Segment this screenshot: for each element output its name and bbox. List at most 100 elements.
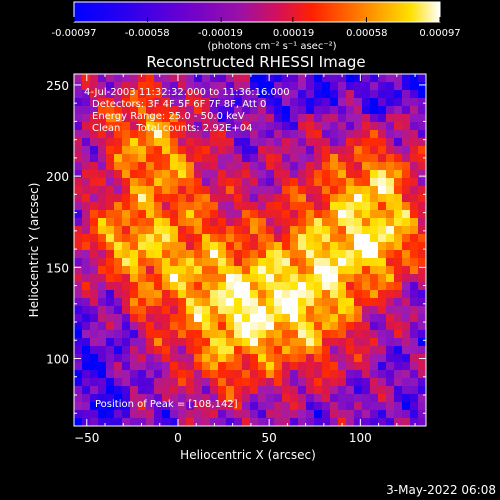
- heatmap-pixel: [226, 266, 235, 275]
- heatmap-pixel: [330, 250, 339, 259]
- heatmap-pixel: [138, 234, 147, 243]
- heatmap-pixel: [298, 114, 307, 123]
- heatmap-pixel: [130, 106, 139, 115]
- heatmap-pixel: [138, 106, 147, 115]
- heatmap-pixel: [82, 178, 91, 187]
- heatmap-pixel: [370, 90, 379, 99]
- heatmap-pixel: [266, 266, 275, 275]
- heatmap-pixel: [162, 362, 171, 371]
- heatmap-pixel: [178, 402, 187, 411]
- heatmap-pixel: [154, 322, 163, 331]
- heatmap-pixel: [138, 178, 147, 187]
- heatmap-pixel: [266, 154, 275, 163]
- heatmap-pixel: [290, 162, 299, 171]
- heatmap-pixel: [394, 386, 403, 395]
- heatmap-pixel: [82, 362, 91, 371]
- heatmap-pixel: [394, 218, 403, 227]
- heatmap-pixel: [74, 386, 83, 395]
- heatmap-pixel: [194, 314, 203, 323]
- heatmap-pixel: [418, 258, 426, 267]
- heatmap-pixel: [234, 314, 243, 323]
- heatmap-pixel: [274, 394, 283, 403]
- heatmap-pixel: [378, 218, 387, 227]
- heatmap-pixel: [346, 170, 355, 179]
- heatmap-pixel: [274, 178, 283, 187]
- heatmap-pixel: [242, 242, 251, 251]
- heatmap-pixel: [418, 402, 426, 411]
- heatmap-pixel: [354, 394, 363, 403]
- heatmap-pixel: [202, 306, 211, 315]
- heatmap-pixel: [266, 162, 275, 171]
- heatmap-pixel: [258, 234, 267, 243]
- heatmap-pixel: [362, 250, 371, 259]
- heatmap-pixel: [186, 338, 195, 347]
- heatmap-pixel: [298, 98, 307, 107]
- heatmap-pixel: [106, 298, 115, 307]
- heatmap-pixel: [106, 242, 115, 251]
- heatmap-pixel: [202, 274, 211, 283]
- heatmap-pixel: [346, 298, 355, 307]
- heatmap-pixel: [410, 82, 419, 91]
- x-tick-label: −50: [74, 431, 99, 445]
- heatmap-pixel: [362, 418, 371, 426]
- heatmap-pixel: [322, 210, 331, 219]
- heatmap-pixel: [290, 218, 299, 227]
- heatmap-pixel: [330, 98, 339, 107]
- heatmap-pixel: [138, 186, 147, 195]
- heatmap-pixel: [218, 178, 227, 187]
- heatmap-pixel: [258, 282, 267, 291]
- heatmap-pixel: [226, 178, 235, 187]
- heatmap-pixel: [282, 290, 291, 299]
- heatmap-pixel: [258, 354, 267, 363]
- heatmap-pixel: [322, 402, 331, 411]
- heatmap-pixel: [346, 146, 355, 155]
- heatmap-pixel: [322, 322, 331, 331]
- heatmap-pixel: [194, 242, 203, 251]
- heatmap-pixel: [226, 170, 235, 179]
- heatmap-pixel: [226, 370, 235, 379]
- heatmap-pixel: [194, 82, 203, 91]
- heatmap-pixel: [410, 250, 419, 259]
- heatmap-pixel: [154, 402, 163, 411]
- heatmap-pixel: [202, 266, 211, 275]
- heatmap-pixel: [154, 354, 163, 363]
- heatmap-pixel: [410, 74, 419, 83]
- heatmap-pixel: [98, 226, 107, 235]
- heatmap-pixel: [258, 186, 267, 195]
- heatmap-pixel: [394, 194, 403, 203]
- heatmap-pixel: [226, 122, 235, 131]
- heatmap-pixel: [218, 98, 227, 107]
- heatmap-pixel: [194, 98, 203, 107]
- heatmap-pixel: [154, 234, 163, 243]
- heatmap-pixel: [234, 146, 243, 155]
- heatmap-pixel: [370, 378, 379, 387]
- heatmap-pixel: [346, 242, 355, 251]
- heatmap-pixel: [338, 242, 347, 251]
- heatmap-pixel: [138, 194, 147, 203]
- heatmap-pixel: [290, 354, 299, 363]
- heatmap-pixel: [242, 338, 251, 347]
- heatmap-pixel: [402, 186, 411, 195]
- heatmap-pixel: [234, 210, 243, 219]
- heatmap-pixel: [418, 362, 426, 371]
- heatmap-pixel: [226, 274, 235, 283]
- heatmap-pixel: [242, 170, 251, 179]
- heatmap-pixel: [106, 194, 115, 203]
- heatmap-pixel: [242, 234, 251, 243]
- heatmap-pixel: [114, 74, 123, 83]
- heatmap-pixel: [306, 306, 315, 315]
- heatmap-pixel: [90, 314, 99, 323]
- heatmap-pixel: [274, 290, 283, 299]
- heatmap-pixel: [202, 162, 211, 171]
- heatmap-pixel: [90, 186, 99, 195]
- heatmap-pixel: [170, 298, 179, 307]
- heatmap-pixel: [242, 298, 251, 307]
- heatmap-pixel: [250, 154, 259, 163]
- heatmap-pixel: [106, 250, 115, 259]
- heatmap-pixel: [354, 106, 363, 115]
- heatmap-pixel: [106, 170, 115, 179]
- heatmap-pixel: [114, 378, 123, 387]
- heatmap-pixel: [290, 290, 299, 299]
- heatmap-pixel: [170, 394, 179, 403]
- heatmap-pixel: [306, 82, 315, 91]
